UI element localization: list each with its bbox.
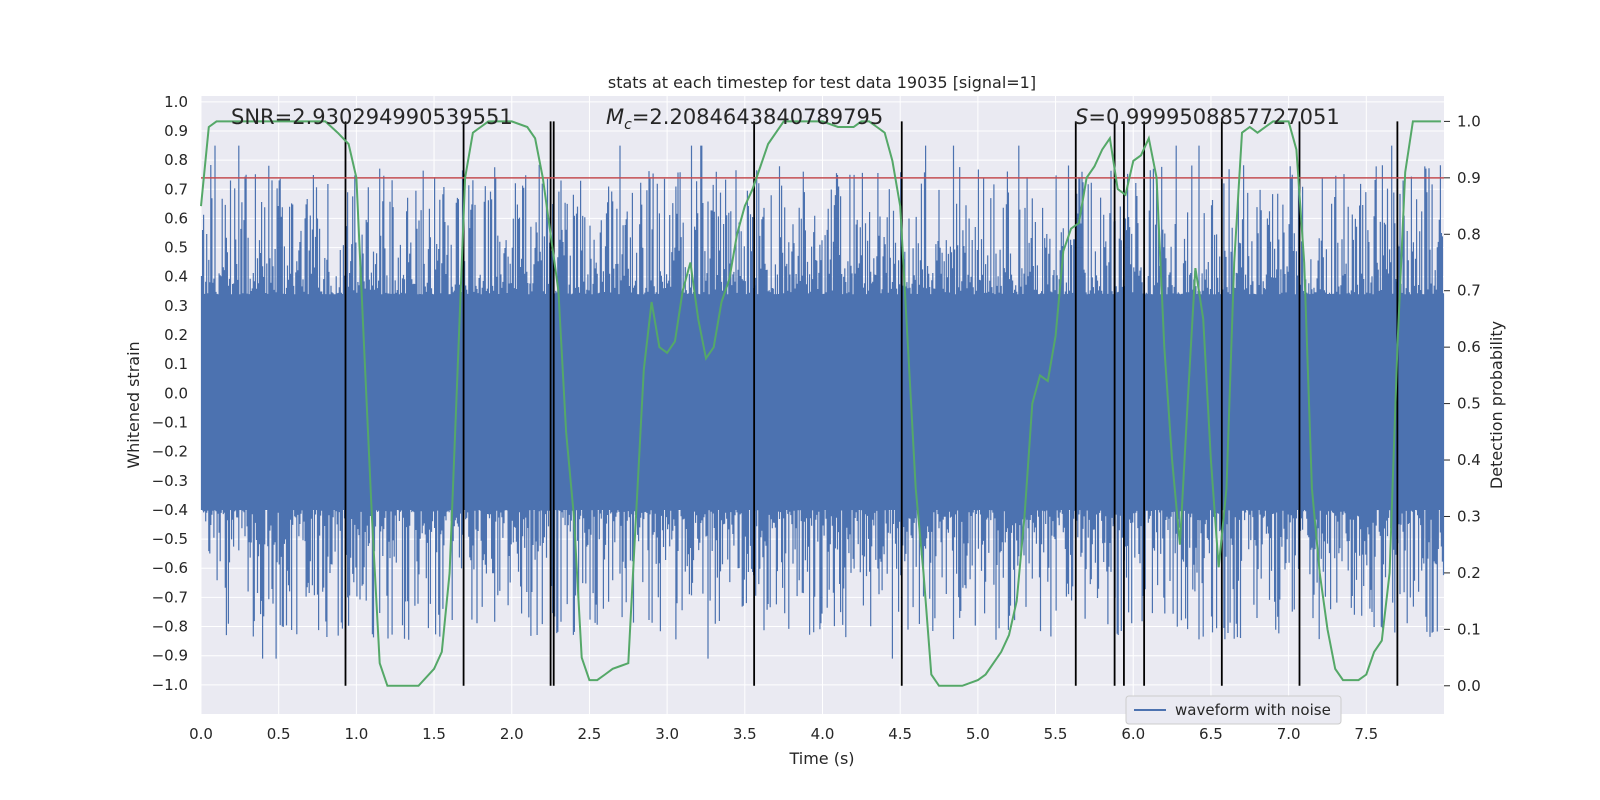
y-tick-label: 0.3 bbox=[164, 297, 188, 315]
y2-tick-labels: 1.0 0.9 0.8 0.7 0.6 0.5 0.4 0.3 0.2 0.1 0.0 bbox=[1444, 112, 1481, 695]
x-tick-label: 3.5 bbox=[733, 725, 757, 743]
y2-tick-label: 0.4 bbox=[1457, 451, 1481, 469]
y-tick-label: 0.8 bbox=[164, 151, 188, 169]
y2-tick-label: 0.7 bbox=[1457, 282, 1481, 300]
y2-axis-label: Detection probability bbox=[1487, 321, 1506, 489]
y2-tick-label: 1.0 bbox=[1457, 112, 1481, 130]
y-tick-label: 0.6 bbox=[164, 209, 188, 227]
y2-tick-label: 0.2 bbox=[1457, 564, 1481, 582]
y-tick-label: 0.7 bbox=[164, 180, 188, 198]
probability-series-line bbox=[200, 120, 1441, 687]
y2-tick-label: 0.9 bbox=[1457, 169, 1481, 187]
y-tick-label: −0.2 bbox=[152, 443, 188, 461]
legend-box bbox=[1125, 695, 1342, 725]
x-tick-label: 5.5 bbox=[1044, 725, 1068, 743]
y-tick-label: −1.0 bbox=[152, 676, 188, 694]
vertical-markers bbox=[344, 121, 1399, 686]
legend-label-waveform: waveform with noise bbox=[1175, 701, 1331, 719]
chirp-mass-value: =2.2084643840789795 bbox=[632, 105, 883, 129]
x-tick-label: 4.0 bbox=[811, 725, 835, 743]
x-tick-label: 1.5 bbox=[422, 725, 446, 743]
y-tick-label: −0.6 bbox=[152, 559, 188, 577]
y2-tick-label: 0.1 bbox=[1457, 620, 1481, 638]
y-tick-label: 0.1 bbox=[164, 355, 188, 373]
y-tick-label: 1.0 bbox=[164, 93, 188, 111]
y-tick-label: −0.9 bbox=[152, 647, 188, 665]
x-tick-label: 2.0 bbox=[500, 725, 524, 743]
x-axis-label: Time (s) bbox=[788, 749, 854, 768]
s-annotation: S=0.9999508857727051 bbox=[1075, 105, 1340, 129]
x-tick-label: 2.5 bbox=[578, 725, 602, 743]
s-value: =0.9999508857727051 bbox=[1088, 105, 1339, 129]
y-tick-label: −0.1 bbox=[152, 413, 188, 431]
x-tick-label: 1.0 bbox=[344, 725, 368, 743]
x-tick-label: 3.0 bbox=[655, 725, 679, 743]
y-tick-label: 0.5 bbox=[164, 239, 188, 257]
y-tick-label: 0.0 bbox=[164, 384, 188, 402]
x-tick-labels: 0.0 0.5 1.0 1.5 2.0 2.5 3.0 3.5 4.0 4.5 5.0 5.5 6.0 6… bbox=[189, 725, 1378, 743]
legend: waveform with noise bbox=[1125, 695, 1342, 725]
y2-tick-label: 0.3 bbox=[1457, 507, 1481, 525]
x-tick-label: 6.0 bbox=[1121, 725, 1145, 743]
chirp-mass-symbol: M bbox=[606, 105, 624, 129]
y-tick-label: −0.8 bbox=[152, 618, 188, 636]
y-tick-label: −0.3 bbox=[152, 472, 188, 490]
y-tick-label: −0.7 bbox=[152, 588, 188, 606]
chart-title: stats at each timestep for test data 190… bbox=[608, 73, 1036, 92]
chirp-mass-annotation: Mc=2.2084643840789795 bbox=[606, 105, 883, 133]
x-tick-label: 4.5 bbox=[888, 725, 912, 743]
x-tick-label: 7.0 bbox=[1277, 725, 1301, 743]
x-tick-label: 6.5 bbox=[1199, 725, 1223, 743]
y2-tick-label: 0.5 bbox=[1457, 395, 1481, 413]
y-tick-label: 0.2 bbox=[164, 326, 188, 344]
y2-tick-label: 0.8 bbox=[1457, 225, 1481, 243]
y-tick-label: −0.5 bbox=[152, 530, 188, 548]
chirp-mass-subscript: c bbox=[624, 117, 632, 133]
y-axis-label: Whitened strain bbox=[124, 341, 143, 468]
x-tick-label: 5.0 bbox=[966, 725, 990, 743]
s-symbol: S bbox=[1075, 105, 1088, 129]
y2-tick-label: 0.6 bbox=[1457, 338, 1481, 356]
waveform-series bbox=[200, 145, 1445, 659]
x-tick-label: 0.5 bbox=[267, 725, 291, 743]
y-tick-label: 0.4 bbox=[164, 268, 188, 286]
y-tick-label: −0.4 bbox=[152, 501, 188, 519]
x-tick-label: 7.5 bbox=[1354, 725, 1378, 743]
y-tick-labels: 1.0 0.9 0.8 0.7 0.6 0.5 0.4 0.3 0.2 0.1 0.0 −0.1 −0.… bbox=[152, 93, 188, 694]
y-tick-label: 0.9 bbox=[164, 122, 188, 140]
x-tick-label: 0.0 bbox=[189, 725, 213, 743]
snr-annotation: SNR=2.930294990539551 bbox=[231, 105, 513, 129]
y2-tick-label: 0.0 bbox=[1457, 677, 1481, 695]
